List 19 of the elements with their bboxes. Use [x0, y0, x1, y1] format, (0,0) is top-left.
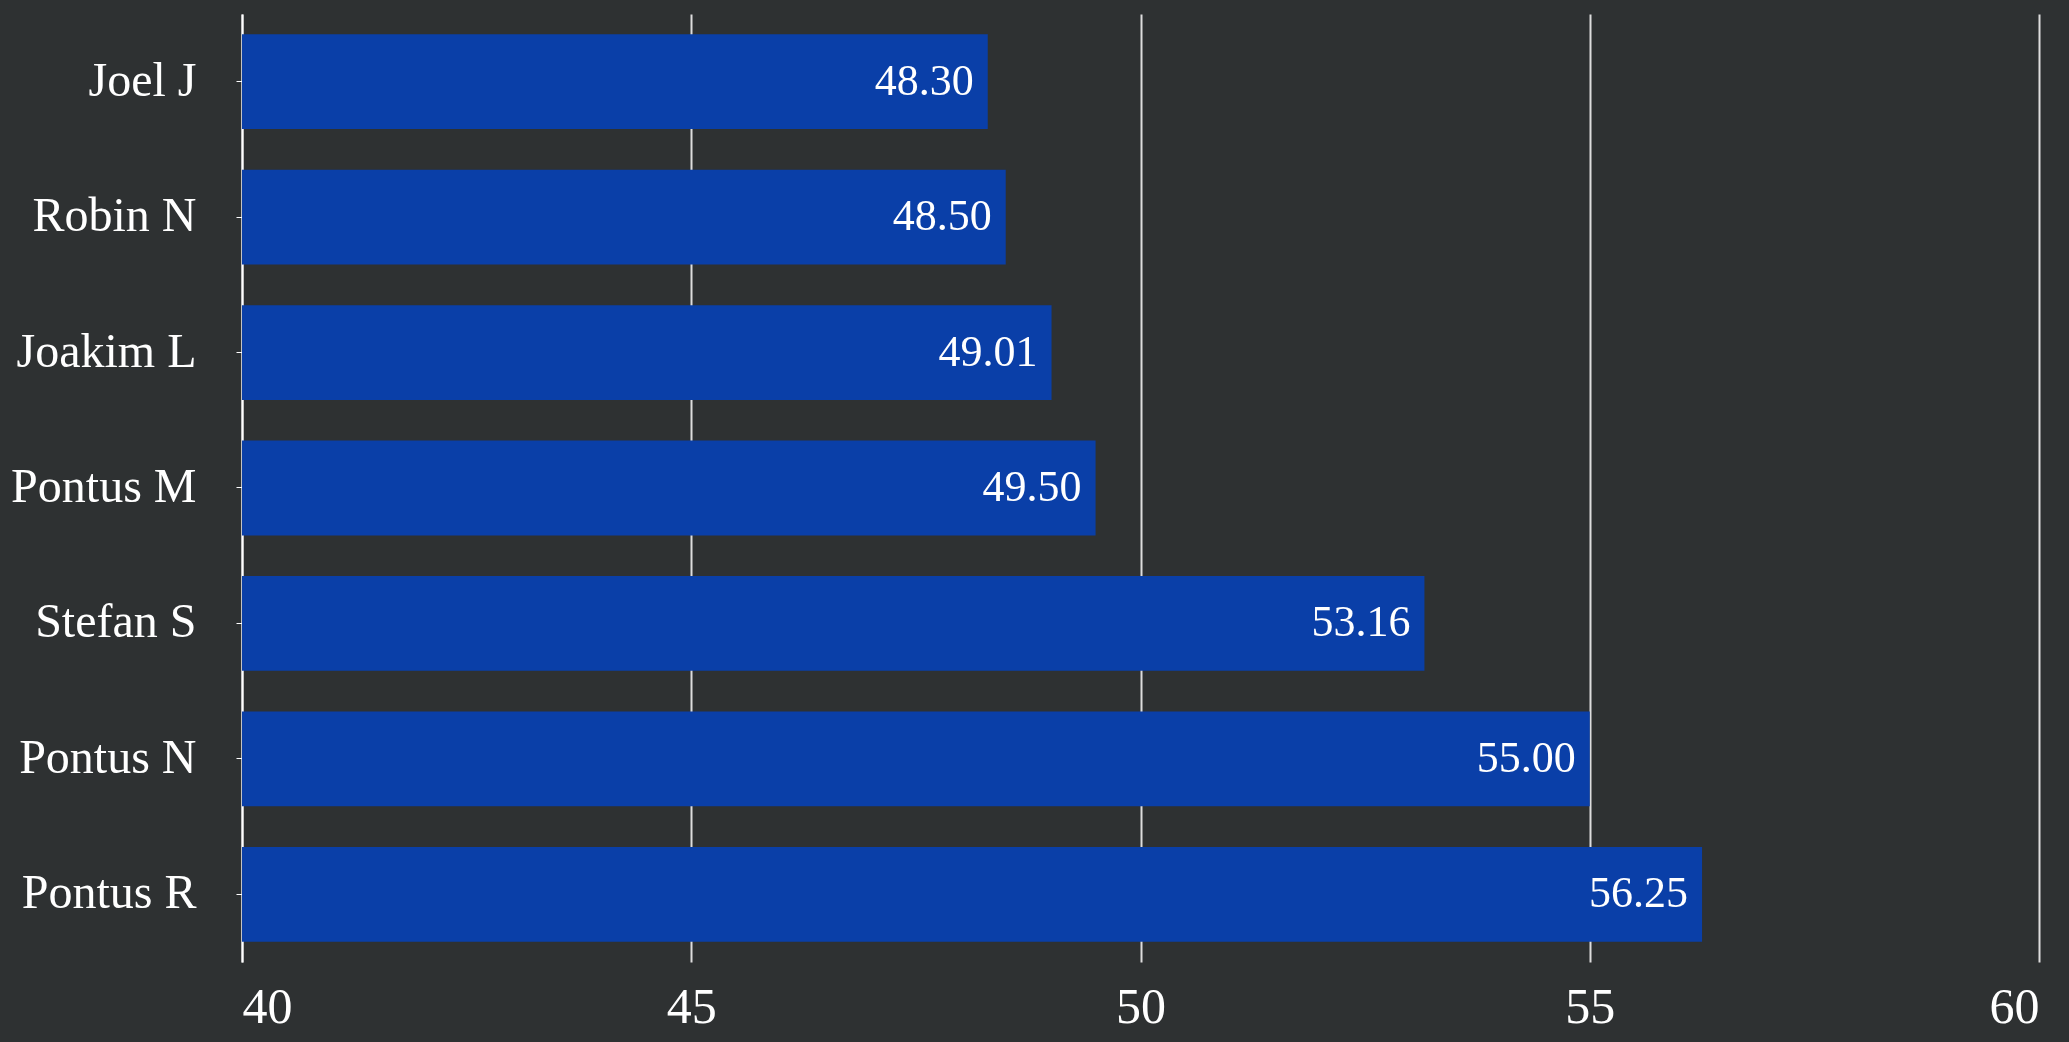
x-tick-label: 60	[1989, 977, 2040, 1034]
data-label: 49.01	[938, 326, 1038, 376]
y-tick-label: Pontus R	[21, 865, 197, 919]
y-tick-label: Stefan S	[35, 594, 197, 648]
y-tick-label: Robin N	[32, 188, 197, 242]
x-tick-label: 40	[242, 977, 293, 1034]
y-tick-label: Joakim L	[16, 323, 197, 377]
data-label: 48.50	[892, 191, 992, 241]
x-tick-label: 55	[1565, 977, 1616, 1034]
data-label: 55.00	[1476, 732, 1576, 782]
y-tick-label: Joel J	[88, 52, 197, 106]
y-tick-label: Pontus M	[11, 459, 197, 512]
x-tick-label: 50	[1116, 977, 1166, 1034]
data-label: 56.25	[1589, 868, 1689, 918]
data-label: 48.30	[874, 55, 974, 105]
y-tick-label: Pontus N	[19, 729, 197, 783]
data-label: 49.50	[982, 462, 1082, 511]
data-label: 53.16	[1311, 597, 1411, 647]
x-tick-label: 45	[666, 977, 717, 1034]
